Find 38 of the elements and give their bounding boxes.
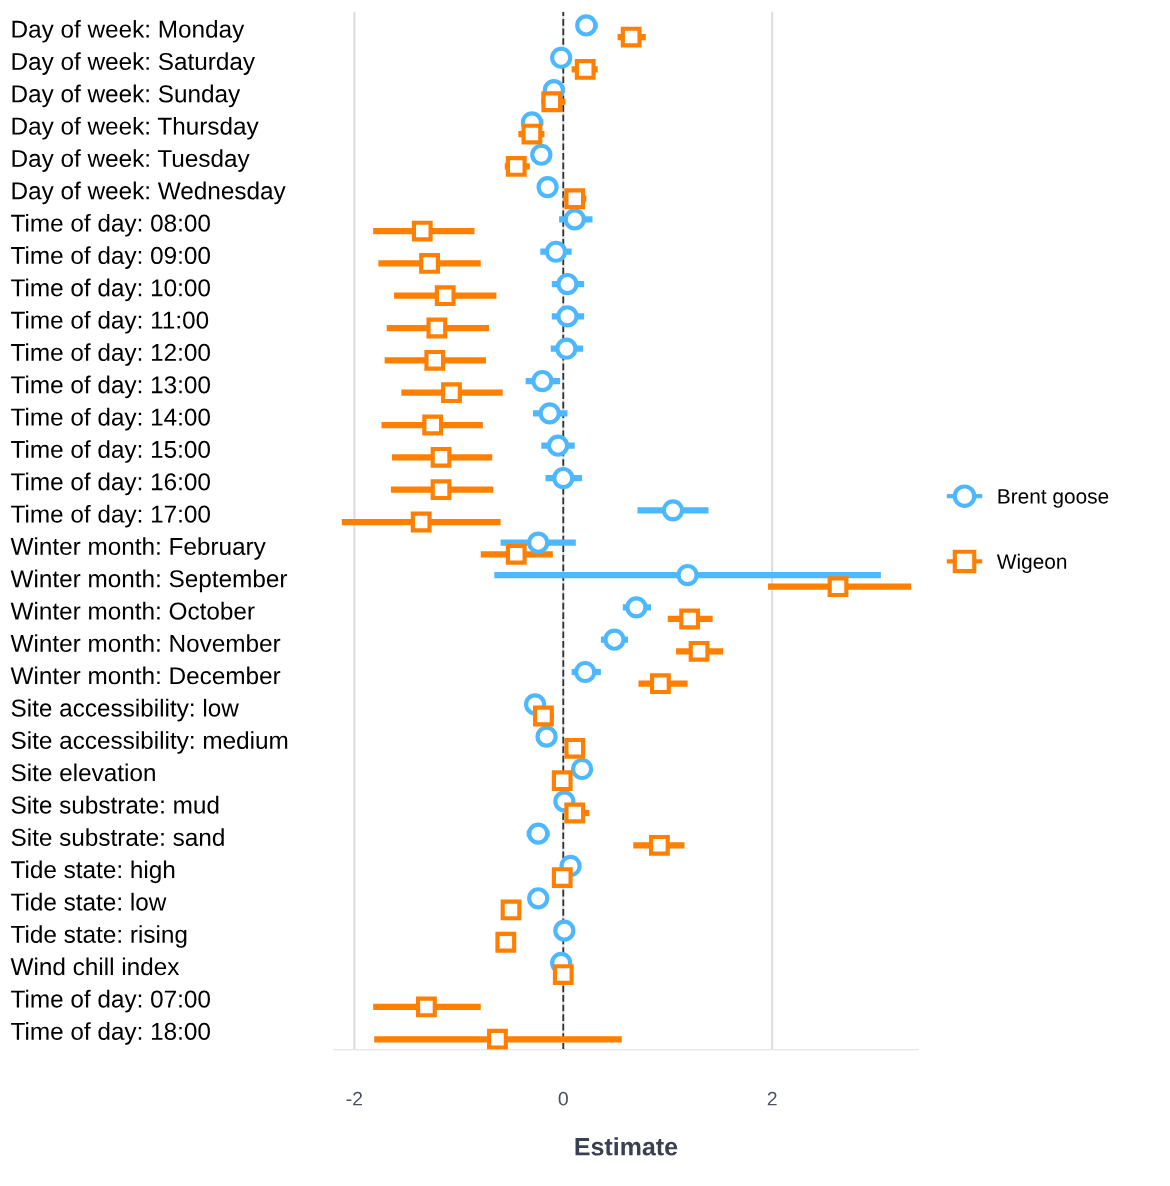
y-tick-label: Time of day: 07:00 (11, 989, 210, 1013)
y-tick-label: Time of day: 08:00 (11, 213, 210, 237)
legend-label: Wigeon (996, 553, 1067, 574)
y-tick-label: Winter month: October (10, 601, 255, 620)
y-tick-label: Day of week: Monday (12, 19, 245, 43)
y-tick-label: Site accessibility: low (11, 698, 239, 722)
y-tick-label: Time of day: 15:00 (11, 440, 210, 463)
y-tick-label: Winter month: November (10, 634, 281, 653)
y-tick-label: Time of day: 14:00 (11, 407, 210, 431)
y-tick-label: Wind chill index (10, 957, 180, 976)
y-tick-label: Winter month: December (10, 666, 281, 685)
y-tick-label: Tide state: rising (11, 925, 187, 948)
y-tick-label: Time of day: 16:00 (11, 472, 210, 496)
y-tick-label: Day of week: Tuesday (12, 149, 250, 172)
y-tick-label: Day of week: Sunday (12, 84, 241, 108)
y-tick-label: Time of day: 12:00 (11, 343, 210, 366)
y-tick-label: Site substrate: mud (11, 795, 219, 814)
y-tick-label: Time of day: 17:00 (11, 504, 210, 528)
y-tick-label: Time of day: 13:00 (11, 375, 210, 399)
y-tick-label: Winter month: September (10, 569, 288, 593)
y-tick-label: Winter month: February (10, 537, 266, 560)
y-tick-label: Site accessibility: medium (11, 731, 288, 754)
y-tick-label: Time of day: 18:00 (11, 1022, 210, 1045)
y-tick-label: Day of week: Thursday (12, 116, 259, 140)
y-tick-label: Time of day: 11:00 (11, 310, 209, 334)
y-tick-label: Day of week: Wednesday (12, 181, 286, 205)
y-tick-label: Site substrate: sand (11, 828, 224, 846)
y-tick-label: Site elevation (11, 763, 155, 782)
y-tick-label: Day of week: Saturday (12, 52, 256, 75)
legend-label: Brent goose (998, 489, 1109, 508)
y-tick-label: Tide state: low (11, 892, 167, 911)
x-tick-label: 0 (558, 1091, 568, 1106)
x-tick-label: -2 (346, 1091, 363, 1106)
y-tick-label: Tide state: high (11, 860, 175, 884)
y-tick-label: Time of day: 09:00 (11, 246, 210, 269)
y-tick-label: Time of day: 10:00 (11, 278, 210, 302)
x-tick-label: 2 (767, 1091, 777, 1106)
x-axis-title: Estimate (575, 1137, 678, 1156)
